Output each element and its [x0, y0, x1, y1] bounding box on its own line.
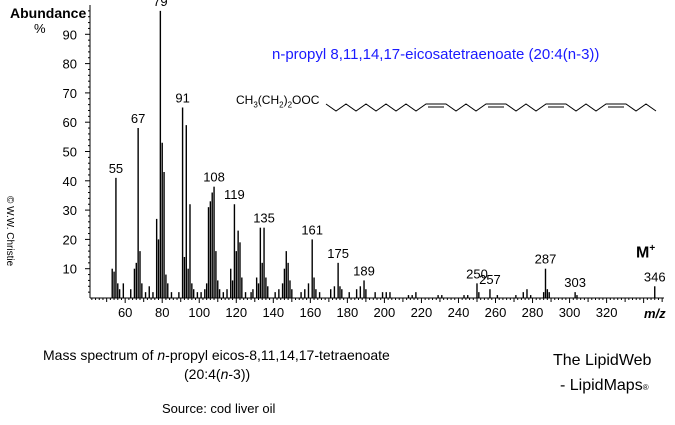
y-tick-label: 20 — [63, 232, 77, 247]
fatty-acid-chain — [325, 103, 657, 112]
brand-line-1: The LipidWeb — [553, 352, 652, 369]
x-tick-label: 160 — [299, 305, 321, 320]
peak-label: 135 — [253, 211, 275, 226]
x-tick-label: 140 — [262, 305, 284, 320]
peak-label: 346 — [644, 269, 666, 284]
peak-label: 119 — [224, 187, 245, 202]
peak-label: 161 — [301, 222, 323, 237]
caption-line-1: Mass spectrum of n-propyl eicos-8,11,14,… — [43, 347, 390, 363]
peak-label: 67 — [131, 111, 145, 126]
x-tick-label: 280 — [522, 305, 544, 320]
peak-label: 108 — [203, 170, 225, 185]
peak-label: 189 — [353, 263, 375, 278]
molecular-ion-label: M+ — [636, 243, 656, 262]
y-tick-label: 50 — [63, 145, 77, 160]
axes: 60 80 100 120 140 160 180 200 220 240 260 280 300 320… — [63, 5, 664, 320]
compound-title: n-propyl 8,11,14,17-eicosatetraenoate (2… — [272, 46, 600, 63]
x-tick-label: 240 — [448, 305, 470, 320]
x-tick-label: 220 — [411, 305, 433, 320]
x-tick-label: 200 — [374, 305, 396, 320]
peak-label: 91 — [175, 91, 189, 106]
x-tick-label: 80 — [155, 305, 169, 320]
brand-line-2: - LipidMaps® — [560, 377, 649, 394]
x-axis-title: m/z — [644, 306, 666, 321]
x-tick-label: 120 — [225, 305, 247, 320]
peak-label: 257 — [479, 272, 501, 287]
peak-label: 79 — [153, 0, 167, 9]
y-axis-unit: % — [34, 21, 46, 36]
peak-label: 250 — [466, 266, 488, 281]
peak-label: 175 — [327, 246, 349, 261]
source-note: Source: cod liver oil — [162, 401, 276, 416]
y-tick-label: 80 — [63, 57, 77, 72]
x-tick-label: 100 — [188, 305, 210, 320]
y-tick-label: 70 — [63, 86, 77, 101]
x-tick-label: 300 — [559, 305, 581, 320]
copyright-notice: © W.W. Christie — [4, 196, 15, 267]
peak-label: 55 — [109, 161, 123, 176]
peak-label: 303 — [564, 275, 586, 290]
peak-label: 287 — [535, 252, 557, 267]
x-tick-label: 60 — [118, 305, 132, 320]
structure-formula: CH3(CH2)2OOC — [236, 93, 320, 110]
x-tick-label: 320 — [596, 305, 618, 320]
spectrum-bars — [111, 10, 656, 298]
y-axis-title: Abundance — [10, 5, 87, 21]
x-tick-label: 260 — [485, 305, 507, 320]
caption-line-2: (20:4(n-3)) — [184, 366, 251, 382]
x-tick-label: 180 — [337, 305, 359, 320]
y-tick-label: 40 — [63, 174, 77, 189]
y-tick-label: 10 — [63, 262, 77, 277]
y-tick-label: 90 — [63, 27, 77, 42]
y-tick-label: 60 — [63, 115, 77, 130]
y-tick-label: 30 — [63, 203, 77, 218]
